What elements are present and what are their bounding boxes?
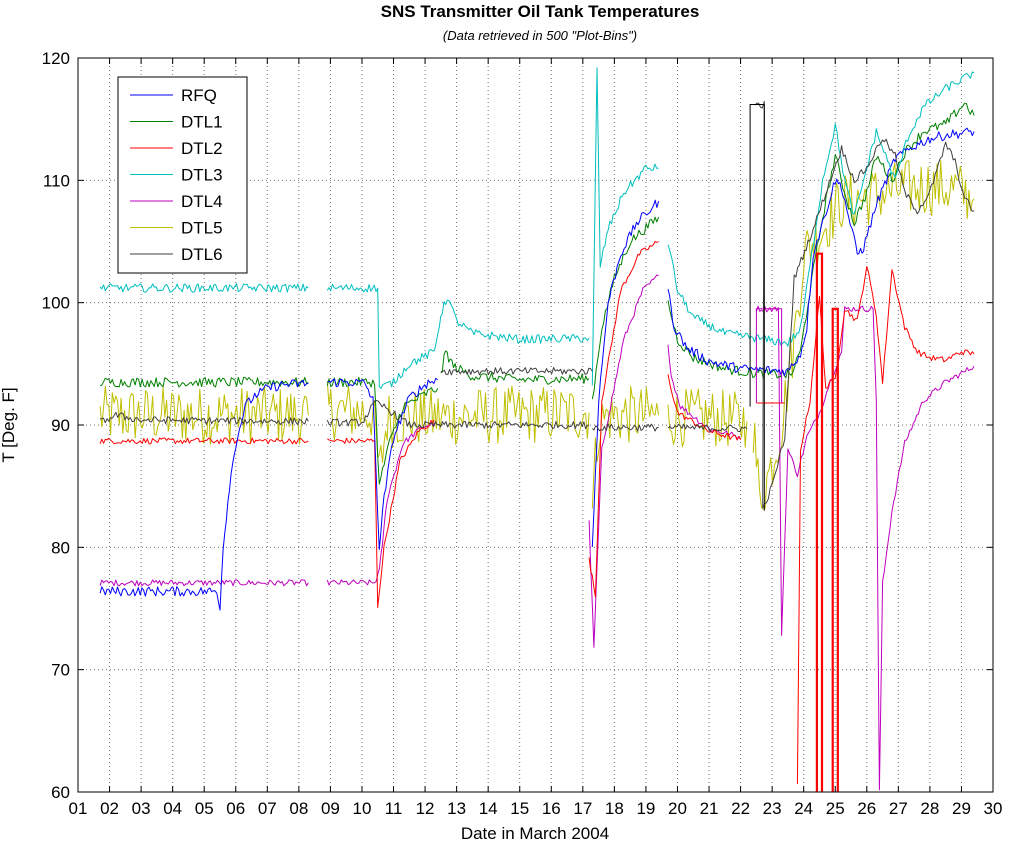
series-dtl6 [99,100,975,509]
x-tick-label: 18 [605,799,624,818]
y-tick-label: 100 [42,294,70,313]
x-tick-label: 14 [479,799,498,818]
x-tick-label: 24 [794,799,813,818]
series-layer [99,67,975,792]
x-tick-label: 09 [321,799,340,818]
series-line-dtl2 [327,419,435,608]
series-line-dtl6 [591,423,659,432]
series-line-dtl1 [440,350,590,385]
series-line-dtl1 [100,376,309,388]
series-line-dtl4 [326,421,435,586]
series-line-dtl3 [326,283,590,389]
y-tick-label: 110 [43,171,70,190]
series-line-dtl6 [667,423,748,433]
series-line-dtl2 [588,240,659,598]
legend-label-dtl4: DTL4 [181,192,223,211]
legend-label-dtl6: DTL6 [181,245,223,264]
DTL2-spike-b [831,307,839,792]
x-tick-label: 10 [353,799,372,818]
legend-label-dtl2: DTL2 [181,139,223,158]
x-tick-label: 13 [447,799,466,818]
series-line-dtl6 [440,367,593,376]
y-tick-label: 120 [42,49,70,68]
x-tick-label: 15 [510,799,529,818]
legend: RFQ DTL1 DTL2 DTL3 DTL4 DTL5 DTL6 [117,76,248,274]
legend-label-dtl5: DTL5 [181,219,223,238]
y-tick-label: 80 [51,538,70,557]
y-tick-label: 60 [51,783,70,802]
series-line-dtl4 [755,305,975,791]
y-tick-label: 70 [51,661,70,680]
series-line-rfq [591,199,660,548]
x-tick-label: 11 [385,799,403,818]
x-tick-label: 02 [100,799,119,818]
series-line-dtl5 [326,381,590,463]
series-line-dtl5 [591,385,660,509]
x-tick-label: 20 [668,799,687,818]
series-line-dtl2 [796,266,975,785]
series-line-dtl1 [591,216,660,400]
legend-label-dtl1: DTL1 [181,113,223,132]
x-tick-label: 12 [416,799,435,818]
x-axis-label: Date in March 2004 [461,824,609,843]
series-line-dtl3 [667,71,975,347]
series-line-dtl5 [667,388,748,448]
series-dtl2 [99,240,975,785]
x-tick-label: 28 [920,799,939,818]
x-tick-label: 05 [195,799,214,818]
series-line-dtl4 [99,579,309,587]
series-line-dtl1 [326,376,439,485]
chart-title: SNS Transmitter Oil Tank Temperatures [381,2,700,21]
x-tick-label: 03 [132,799,151,818]
series-rfq [99,127,975,611]
x-tick-label: 27 [889,799,908,818]
x-tick-label: 21 [700,799,719,818]
series-line-dtl5 [752,160,975,510]
x-tick-label: 30 [984,799,1003,818]
chart-subtitle: (Data retrieved in 500 "Plot-Bins") [443,28,637,43]
series-line-dtl5 [99,385,309,445]
series-line-dtl2 [99,437,309,445]
y-axis-label: T [Deg. F] [0,387,18,462]
legend-label-dtl3: DTL3 [181,166,223,185]
series-line-rfq [327,377,438,550]
x-tick-label: 26 [857,799,876,818]
series-line-dtl6 [99,411,309,426]
series-line-dtl3 [99,283,309,293]
DTL4-box [755,308,783,403]
y-tick-label: 90 [51,416,70,435]
DTL6-box [749,104,765,511]
series-line-dtl6 [326,399,590,430]
x-tick-label: 04 [163,799,182,818]
x-axis-ticks: 01 02 03 04 05 06 07 08 09 10 11 12 13 14 15 16 17 18 19 20… [69,58,1003,818]
x-tick-label: 22 [731,799,750,818]
DTL2-spike-a [815,252,824,792]
series-dtl4 [99,274,975,791]
series-line-dtl4 [588,274,659,648]
x-tick-label: 23 [763,799,782,818]
x-tick-label: 07 [258,799,277,818]
series-dtl3 [99,67,975,389]
y-axis-ticks: 60 70 80 90 100 110 120 [42,49,993,802]
x-tick-label: 01 [69,799,88,818]
series-line-dtl6 [754,100,975,509]
x-tick-label: 25 [826,799,845,818]
x-tick-label: 08 [289,799,308,818]
series-line-rfq [667,127,975,377]
legend-label-rfq: RFQ [181,86,217,105]
x-tick-label: 06 [226,799,245,818]
series-line-rfq [99,379,309,611]
x-tick-label: 16 [542,799,561,818]
x-tick-label: 17 [573,799,592,818]
x-tick-label: 29 [952,799,971,818]
x-tick-label: 19 [636,799,655,818]
series-line-dtl3 [591,67,659,386]
